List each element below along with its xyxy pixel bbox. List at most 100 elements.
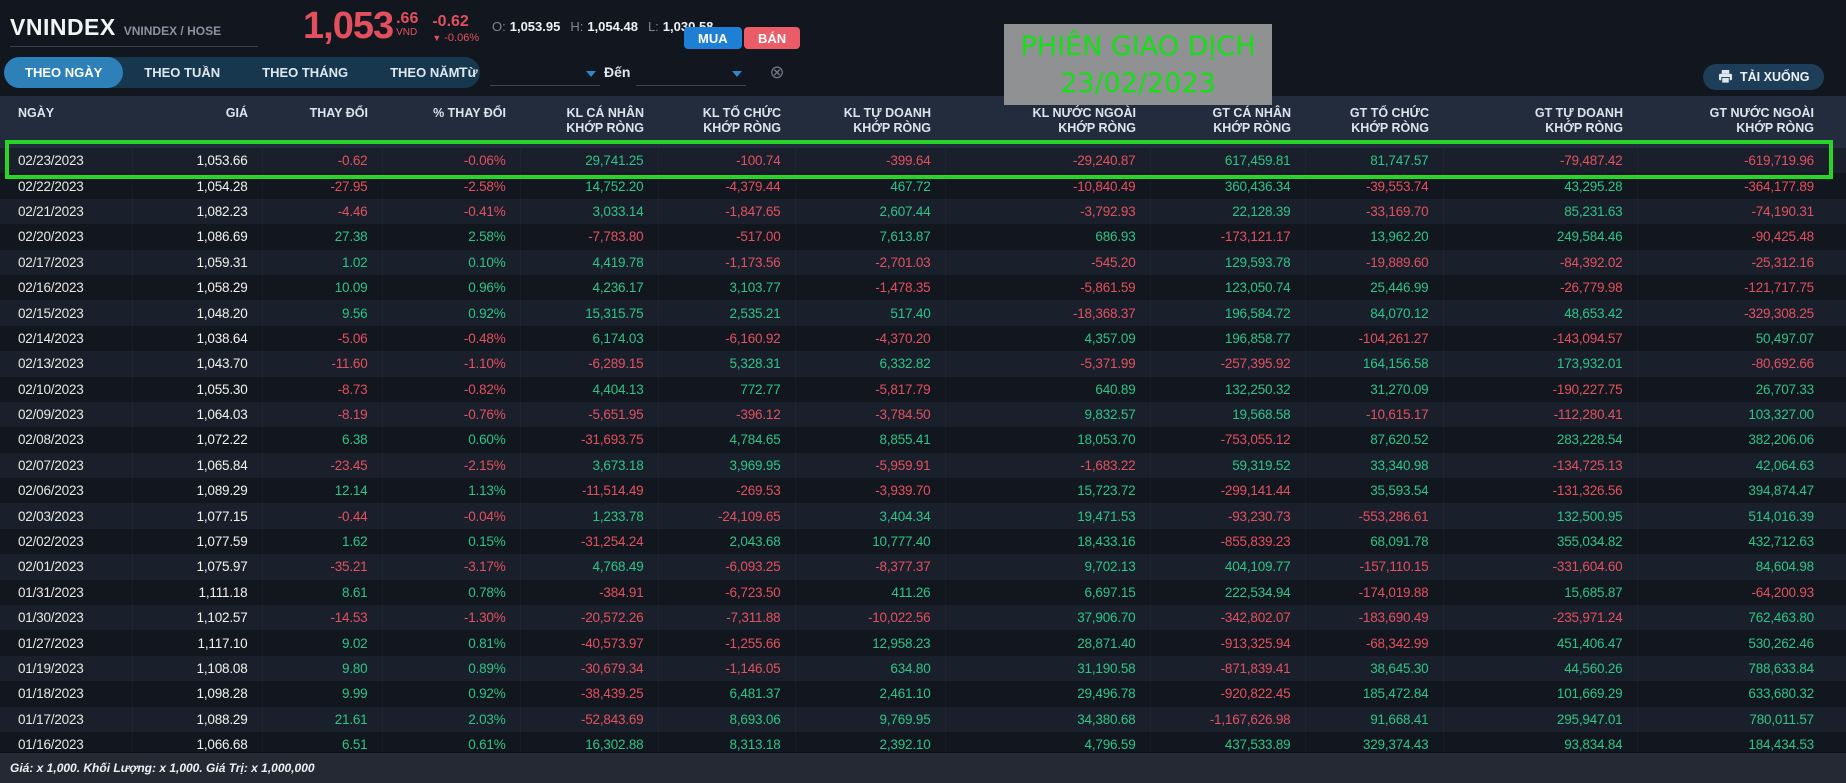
table-cell: -384.91 [520, 579, 659, 606]
table-cell: -871,839.41 [1150, 655, 1306, 682]
table-cell: 02/01/2023 [0, 554, 133, 580]
sell-button[interactable]: BÁN [744, 27, 801, 49]
table-cell: 0.60% [382, 427, 521, 453]
session-annotation-line2: 23/02/2023 [1060, 67, 1216, 99]
table-cell: 1,043.70 [132, 351, 263, 377]
table-cell: 4,784.65 [658, 427, 796, 453]
table-cell: -6,723.50 [658, 579, 796, 606]
table-cell: -2.58% [382, 173, 521, 199]
table-cell: 132,250.32 [1150, 376, 1306, 402]
to-date-select[interactable] [636, 58, 746, 86]
table-cell: 19,568.58 [1150, 401, 1306, 428]
download-button-label: TẢI XUỐNG [1740, 70, 1810, 84]
table-row: 02/02/2023 1,077.59 1.62 0.15% -31,254.24 2,0… [0, 528, 1846, 555]
table-cell: 1,111.18 [132, 579, 263, 606]
change-block: -0.62 ▼ -0.06% [432, 13, 479, 44]
table-cell: -0.06% [382, 148, 521, 174]
table-cell: 7,613.87 [795, 224, 946, 250]
table-cell: -8.73 [262, 376, 383, 402]
table-cell: 355,034.82 [1443, 528, 1638, 555]
table-cell: 0.81% [382, 630, 521, 656]
to-label: Đến [604, 64, 631, 80]
table-cell: 13,962.20 [1305, 224, 1444, 250]
table-cell: -112,280.41 [1443, 401, 1638, 428]
table-cell: -269.53 [658, 478, 796, 504]
table-cell: 38,645.30 [1305, 655, 1444, 682]
table-row: 02/01/2023 1,075.97 -35.21 -3.17% 4,768.49 -6… [0, 554, 1846, 580]
table-cell: 31,190.58 [945, 655, 1151, 682]
column-header: KL CÁ NHÂN KHỚP RÒNG [520, 96, 658, 148]
table-cell: 788,633.84 [1748, 661, 1814, 676]
table-cell: 2,607.44 [795, 198, 946, 225]
table-cell: 382,206.06 [1748, 432, 1814, 448]
table-row: 02/09/2023 1,064.03 -8.19 -0.76% -5,651.95 -3… [0, 401, 1846, 428]
table-cell: 10.09 [262, 274, 383, 301]
table-cell: 2,043.68 [658, 528, 796, 555]
table-cell: 2.03% [382, 706, 521, 732]
ohl-item-o: O: 1,053.95 [492, 19, 561, 34]
table-cell: 411.26 [795, 579, 946, 606]
symbol-subtitle: VNINDEX / HOSE [123, 24, 222, 38]
table-cell: 81,747.57 [1305, 148, 1444, 174]
table-cell: 02/06/2023 [0, 478, 133, 504]
tab-3[interactable]: THEO THÁNG [262, 65, 349, 80]
table-cell: 2,461.10 [795, 681, 946, 707]
table-row: 02/07/2023 1,065.84 -23.45 -2.15% 3,673.18 3,… [0, 452, 1846, 479]
column-header: GT TỰ DOANH KHỚP RÒNG [1443, 96, 1637, 148]
table-cell: 01/30/2023 [0, 605, 133, 631]
table-cell: 164,156.58 [1305, 351, 1444, 377]
table-cell: 9.99 [262, 681, 383, 707]
table-cell: 6,481.37 [658, 681, 796, 707]
title-divider [10, 46, 258, 47]
table-cell: 0.92% [382, 681, 521, 707]
table-cell: 9,702.13 [945, 554, 1151, 580]
table-cell: -10,022.56 [795, 605, 946, 631]
table-cell: -1,478.35 [795, 274, 946, 301]
price-change-percent: -0.06% [444, 32, 480, 44]
table-cell: 6.38 [262, 427, 383, 453]
ohl-item-h: H: 1,054.48 [570, 19, 638, 34]
table-cell: -31,693.75 [520, 427, 659, 453]
table-cell: 249,584.46 [1443, 224, 1638, 250]
table-cell: -5,371.99 [945, 351, 1151, 377]
table-cell: -14.53 [262, 605, 383, 631]
table-cell: -1,167,626.98 [1150, 706, 1306, 732]
table-cell: 185,472.84 [1305, 681, 1444, 707]
from-date-select[interactable] [490, 58, 600, 86]
buy-button[interactable]: MUA [684, 27, 742, 49]
table-cell: 8.61 [262, 579, 383, 606]
table-cell: 196,584.72 [1150, 300, 1306, 326]
table-cell: 762,463.80 [1748, 610, 1814, 626]
table-cell: -364,177.89 [1744, 178, 1814, 194]
table-cell: -10,615.17 [1305, 401, 1444, 428]
table-row: 02/10/2023 1,055.30 -8.73 -0.82% 4,404.13 772… [0, 376, 1846, 402]
table-cell: 1,072.22 [132, 427, 263, 453]
table-cell: -38,439.25 [520, 681, 659, 707]
table-cell: 02/10/2023 [0, 376, 133, 402]
table-cell: -5,651.95 [520, 401, 659, 428]
table-cell: 1,098.28 [132, 681, 263, 707]
table-cell: -0.76% [382, 401, 521, 428]
table-cell: 451,406.47 [1443, 630, 1638, 656]
table-cell: -79,487.42 [1443, 148, 1638, 174]
table-cell: -39,553.74 [1305, 173, 1444, 199]
tab-1[interactable]: THEO NGÀY [4, 57, 124, 88]
table-cell: 633,680.32 [1748, 686, 1814, 702]
table-cell: -23.45 [262, 452, 383, 479]
table-cell: 514,016.39 [1748, 508, 1814, 524]
tab-4[interactable]: THEO NĂM [390, 65, 460, 80]
table-cell: 1,088.29 [132, 706, 263, 732]
table-cell: 1.02 [262, 249, 383, 275]
from-label: Từ [459, 64, 478, 80]
download-button[interactable]: TẢI XUỐNG [1703, 64, 1825, 90]
table-cell: -553,286.61 [1305, 503, 1444, 529]
table-cell: 84,070.12 [1305, 300, 1444, 326]
table-cell: -93,230.73 [1150, 503, 1306, 529]
table-cell: 0.15% [382, 528, 521, 555]
clear-filter-icon[interactable]: ⊗ [769, 62, 785, 82]
footer-bar: Giá: x 1,000. Khối Lượng: x 1,000. Giá T… [0, 752, 1846, 783]
tab-2[interactable]: THEO TUẦN [144, 65, 221, 80]
table-cell: 1,054.28 [132, 173, 263, 199]
column-header: NGÀY [0, 96, 132, 148]
table-cell: 29,496.78 [945, 681, 1151, 707]
